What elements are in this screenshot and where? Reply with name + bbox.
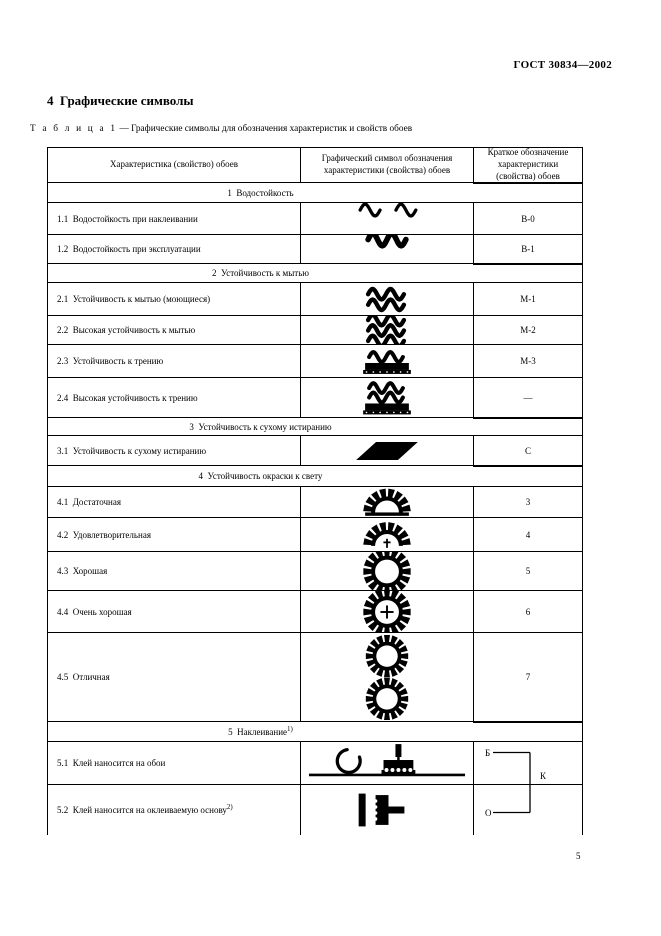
svg-text:Б: Б (485, 748, 490, 758)
svg-text:О: О (485, 808, 492, 818)
svg-text:К: К (540, 771, 547, 781)
